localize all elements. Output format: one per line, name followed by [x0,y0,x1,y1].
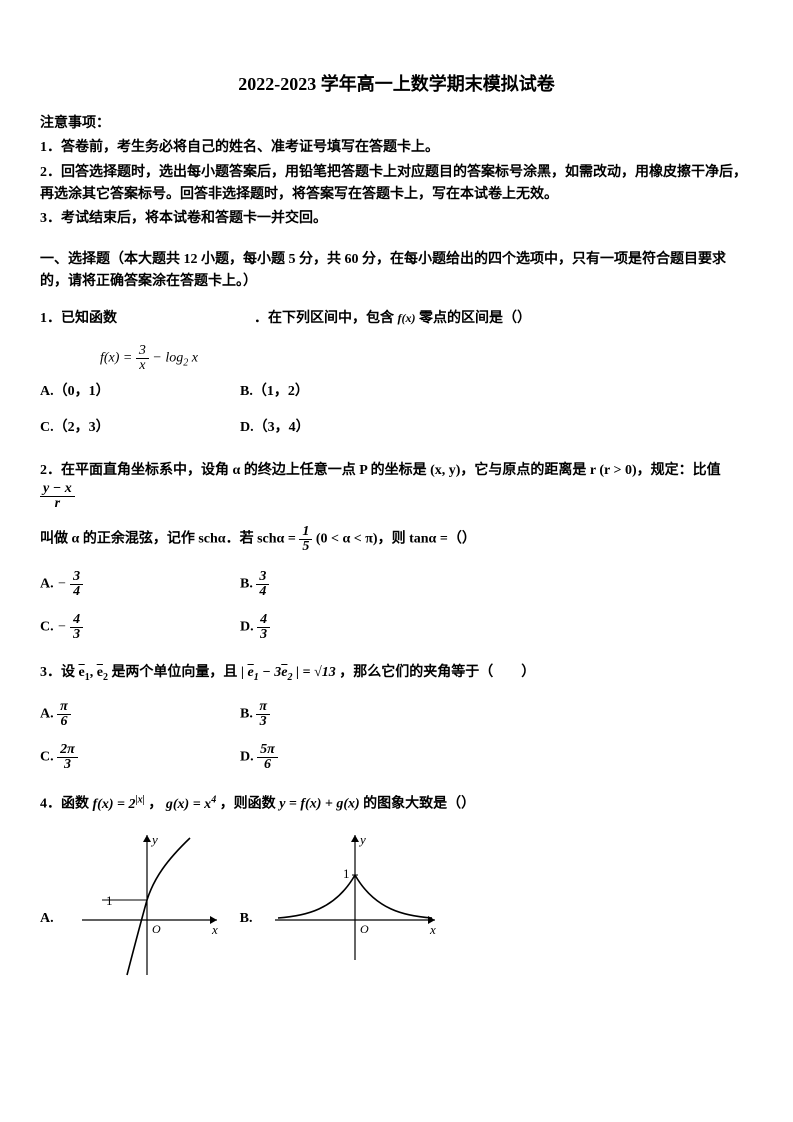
svg-text:1: 1 [106,893,113,908]
q3-C-num: 2π [57,743,78,758]
q3-option-A: A. π6 [40,700,240,729]
q3-D-num: 5π [257,743,278,758]
q2-frac2-den: 5 [299,540,312,554]
q2-line1-a: 2．在平面直角坐标系中，设角 α 的终边上任意一点 P 的坐标是 (x, y)，… [40,463,721,478]
q2-D-num: 4 [257,613,270,628]
q3-comma: , [90,665,97,680]
q2-frac2-num: 1 [299,525,312,540]
q3-options-row2: C. 2π3 D. 5π6 [40,743,753,778]
q1-text-c: 零点的区间是（） [419,311,531,326]
instructions-block: 注意事项： 1．答卷前，考生务必将自己的姓名、准考证号填写在答题卡上。 2．回答… [40,113,753,231]
q2-line2-b: (0 < α < π)，则 tanα =（） [316,532,476,547]
q2-option-D: D. 43 [240,613,440,642]
svg-text:y: y [358,832,366,847]
q1-option-A: A.（0，1） [40,381,240,403]
q2-B-den: 4 [256,585,269,599]
q1-fx-label: f(x) [398,311,416,325]
q3-B-label: B. [240,707,253,722]
q1-options-row2: C.（2，3） D.（3，4） [40,417,753,445]
question-4: 4．函数 f(x) = 2|x| ， g(x) = x4 ，则函数 y = f(… [40,792,753,980]
q1-text-a: 1．已知函数 [40,311,117,326]
q3-B-num: π [256,700,270,715]
q2-C-num: 4 [70,613,83,628]
q2-C-sign: − [57,620,66,635]
q1-option-D: D.（3，4） [240,417,440,439]
q1-options: A.（0，1） B.（1，2） [40,381,753,409]
q2-option-A: A. − 34 [40,570,240,599]
q3-text: 3．设 e1, e2 是两个单位向量，且 | e1 − 3e2 | = √13 … [40,662,753,686]
question-2: 2．在平面直角坐标系中，设角 α 的终边上任意一点 P 的坐标是 (x, y)，… [40,460,753,648]
q2-C-label: C. [40,620,54,635]
q2-B-num: 3 [256,570,269,585]
svg-text:x: x [211,922,218,937]
q3-C-label: C. [40,750,54,765]
svg-text:O: O [360,922,369,936]
q2-D-label: D. [240,620,254,635]
q2-line2: 叫做 α 的正余混弦，记作 schα．若 schα = 15 (0 < α < … [40,525,753,554]
q2-option-B: B. 34 [240,570,440,599]
q3-D-den: 6 [257,758,278,772]
page-title: 2022-2023 学年高一上数学期末模拟试卷 [40,70,753,99]
q3-text-a: 3．设 [40,665,79,680]
q3-text-c: ，那么它们的夹角等于（ ） [339,665,535,680]
q2-A-num: 3 [70,570,83,585]
q3-A-den: 6 [57,715,71,729]
question-3: 3．设 e1, e2 是两个单位向量，且 | e1 − 3e2 | = √13 … [40,662,753,778]
q3-text-b: 是两个单位向量，且 [111,665,241,680]
q2-options-row1: A. − 34 B. 34 [40,570,753,605]
svg-text:x: x [429,922,436,937]
svg-text:y: y [150,832,158,847]
svg-text:1: 1 [343,866,350,881]
q1-text-b: ．在下列区间中，包含 [254,311,394,326]
q4-A-label: A. [40,908,54,930]
q3-D-label: D. [240,750,254,765]
q2-frac1-num: y − x [40,482,75,497]
instruction-item-3: 3．考试结束后，将本试卷和答题卡一并交回。 [40,208,753,230]
part1-heading: 一、选择题（本大题共 12 小题，每小题 5 分，共 60 分，在每小题给出的四… [40,249,753,294]
q2-A-label: A. [40,577,54,592]
q4-text: 4．函数 f(x) = 2|x| ， g(x) = x4 ，则函数 y = f(… [40,792,753,816]
q2-A-sign: − [57,577,66,592]
q2-frac1-den: r [40,497,75,511]
q1-option-B: B.（1，2） [240,381,440,403]
q1-option-C: C.（2，3） [40,417,240,439]
q2-A-den: 4 [70,585,83,599]
q2-line2-a: 叫做 α 的正余混弦，记作 schα．若 schα = [40,532,299,547]
q2-line1: 2．在平面直角坐标系中，设角 α 的终边上任意一点 P 的坐标是 (x, y)，… [40,460,753,511]
question-1: 1．已知函数 ．在下列区间中，包含 f(x) 零点的区间是（） f(x) = 3… [40,308,753,446]
q2-options-row2: C. − 43 D. 43 [40,613,753,648]
q4-graphs: A. y x O 1 B. y x O 1 [40,830,753,980]
q2-D-den: 3 [257,628,270,642]
q3-options-row1: A. π6 B. π3 [40,700,753,735]
q3-A-num: π [57,700,71,715]
svg-text:O: O [152,922,161,936]
q3-option-C: C. 2π3 [40,743,240,772]
q2-C-den: 3 [70,628,83,642]
q3-B-den: 3 [256,715,270,729]
instruction-item-1: 1．答卷前，考生务必将自己的姓名、准考证号填写在答题卡上。 [40,137,753,159]
q3-option-D: D. 5π6 [240,743,440,772]
q1-text: 1．已知函数 ．在下列区间中，包含 f(x) 零点的区间是（） [40,308,753,330]
q1-formula: f(x) = 3x − log2 x [100,344,753,373]
q3-C-den: 3 [57,758,78,772]
q4-graph-B: y x O 1 [270,830,440,980]
q3-option-B: B. π3 [240,700,440,729]
q4-graph-A: y x O 1 [72,830,222,980]
q2-B-label: B. [240,577,253,592]
q4-B-label: B. [240,908,253,930]
instruction-item-2: 2．回答选择题时，选出每小题答案后，用铅笔把答题卡上对应题目的答案标号涂黑，如需… [40,162,753,207]
q2-option-C: C. − 43 [40,613,240,642]
q3-A-label: A. [40,707,54,722]
instructions-heading: 注意事项： [40,113,753,135]
